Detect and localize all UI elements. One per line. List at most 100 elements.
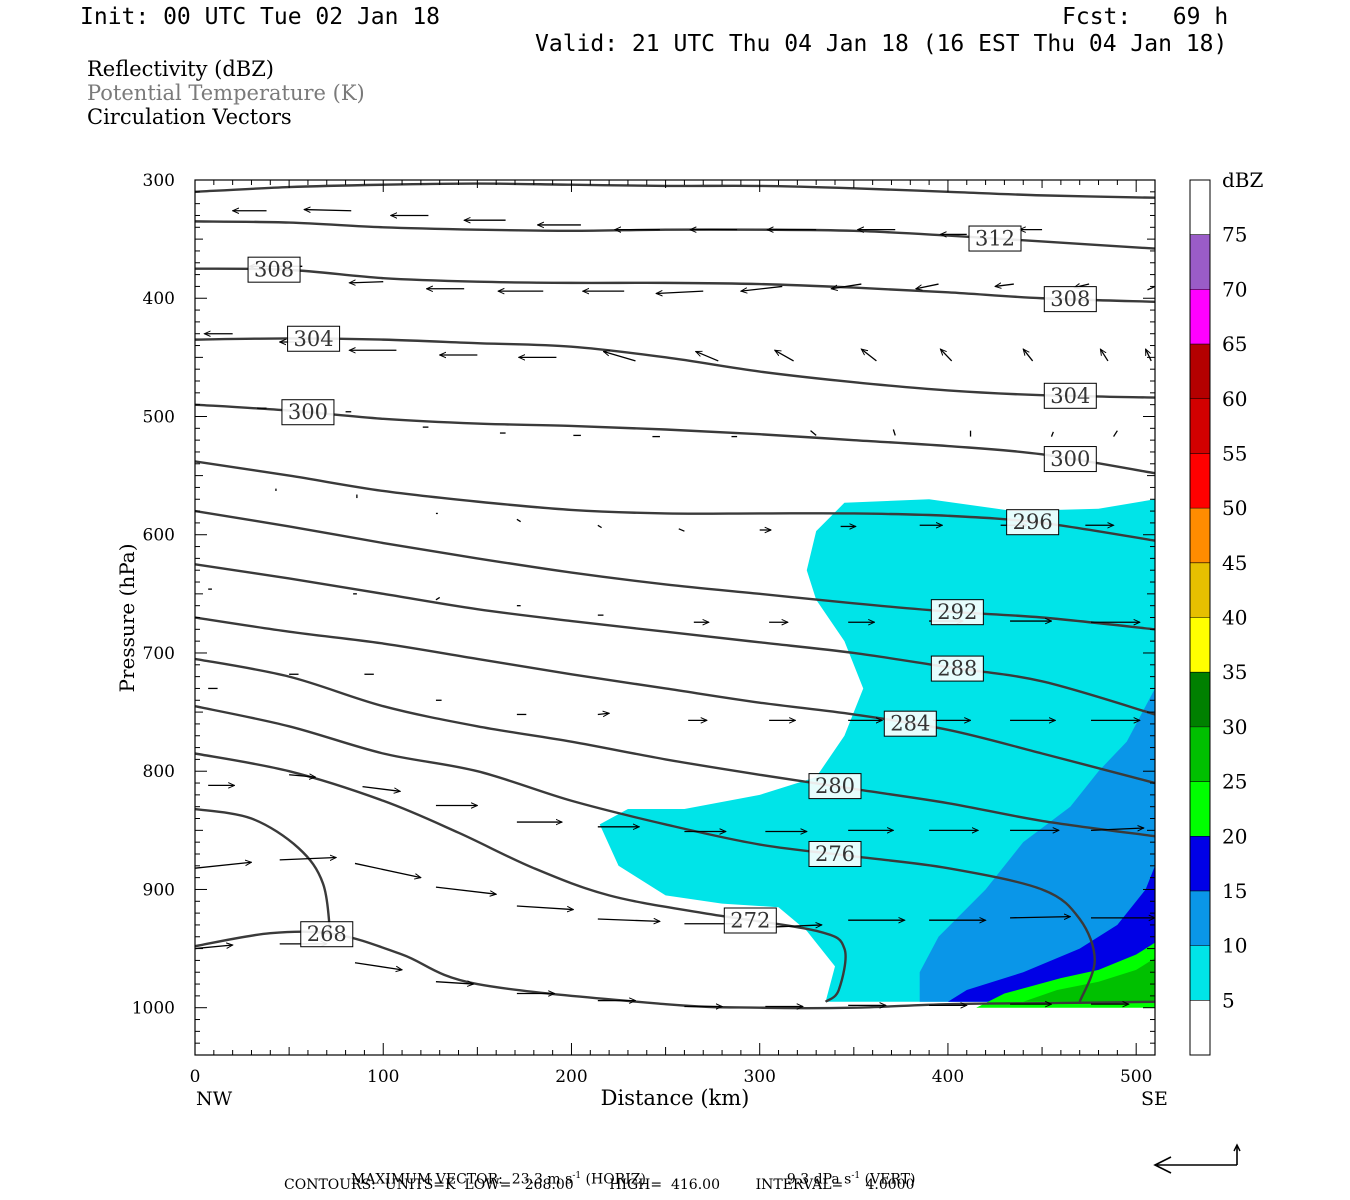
x-tick-label: 400	[932, 1067, 964, 1087]
circulation-vector	[1023, 349, 1034, 362]
contour-label-text: 268	[307, 922, 347, 946]
circulation-vector	[892, 429, 896, 436]
x-axis-title: Distance (km)	[601, 1086, 750, 1110]
colorbar-label: 20	[1222, 824, 1247, 848]
colorbar-label: 25	[1222, 770, 1247, 794]
contour-label-text: 300	[288, 400, 328, 424]
circulation-vector	[354, 962, 402, 970]
circulation-vector	[696, 351, 719, 362]
circulation-vector	[861, 349, 877, 362]
contour-label-text: 272	[730, 908, 770, 932]
init-time: Init: 00 UTC Tue 02 Jan 18	[80, 4, 441, 30]
contour-label-300: 300	[281, 399, 335, 426]
contour-label-box	[1043, 286, 1097, 313]
colorbar-label: 55	[1222, 441, 1247, 465]
contour-label-text: 304	[294, 327, 334, 351]
colorbar-label: 50	[1222, 496, 1247, 520]
contour-label-304: 304	[287, 325, 341, 352]
contour-label-box	[808, 840, 862, 867]
circulation-vector	[1010, 917, 1070, 918]
contour-label-box	[1006, 509, 1060, 536]
circulation-vector	[603, 351, 636, 362]
footer-max-vector-vert: 9.3 dPa s-1 (VERT)	[778, 1158, 916, 1188]
contour-label-308-1: 308	[1043, 286, 1097, 313]
contour-label-268: 268	[300, 921, 354, 948]
y-tick-label: 600	[143, 526, 175, 546]
theta-contour-304	[195, 337, 1155, 399]
circulation-vector	[678, 528, 685, 532]
colorbar-swatch	[1190, 344, 1210, 399]
colorbar-label: 70	[1222, 277, 1247, 301]
colorbar-swatch	[1190, 398, 1210, 454]
circulation-vector	[597, 919, 660, 921]
cross-section-chart: 2682722762802842882922963003003043043083…	[115, 168, 1264, 1110]
valid-time: Valid: 21 UTC Thu 04 Jan 18 (16 EST Thu …	[535, 31, 1228, 57]
contour-label-304-1: 304	[1043, 382, 1097, 409]
colorbar-label: 15	[1222, 879, 1247, 903]
theta-contour-segment-1	[195, 807, 332, 937]
theta-contour-296	[195, 460, 1155, 542]
colorbar-label: 60	[1222, 387, 1247, 411]
colorbar-swatch	[1190, 453, 1210, 509]
x-tick-label: 200	[555, 1067, 587, 1087]
contour-label-text: 288	[937, 657, 977, 681]
y-tick-label: 900	[143, 880, 175, 900]
reference-vector	[1153, 1143, 1241, 1174]
colorbar-label: 5	[1222, 988, 1235, 1012]
contour-label-text: 300	[1050, 447, 1090, 471]
contour-label-box	[287, 325, 341, 352]
colorbar-swatch	[1190, 781, 1210, 837]
colorbar-unit: dBZ	[1222, 168, 1264, 192]
colorbar-label: 45	[1222, 551, 1247, 575]
legend-theta: Potential Temperature (K)	[87, 81, 365, 105]
circulation-vector	[741, 285, 783, 291]
contour-label-box	[883, 710, 937, 737]
colorbar-label: 40	[1222, 606, 1247, 630]
colorbar-swatch	[1190, 289, 1210, 345]
colorbar-swatch	[1190, 672, 1210, 727]
y-tick-label: 1000	[132, 999, 175, 1019]
contour-label-box	[930, 599, 984, 626]
contour-label-text: 312	[975, 227, 1015, 251]
contour-label-text: 308	[1050, 287, 1090, 311]
theta-contour-segment-13	[195, 182, 1155, 199]
circulation-vector	[940, 349, 953, 362]
footer-max-vector: MAXIMUM VECTOR: 23.3 m s-1 (HORIZ)	[342, 1158, 646, 1187]
colorbar-swatch	[1190, 234, 1210, 290]
circulation-vector	[1050, 431, 1054, 437]
reflectivity-region-25dbz	[1023, 958, 1155, 1002]
circulation-vector	[995, 284, 1014, 286]
colorbar-label: 75	[1222, 223, 1247, 247]
circulation-vector	[435, 596, 441, 601]
max-vector-horiz: MAXIMUM VECTOR: 23.3 m s	[350, 1171, 573, 1188]
max-vector-vert: 9.3 dPa s	[786, 1171, 852, 1188]
max-vector-vert-exp: -1	[851, 1171, 861, 1181]
legend-vectors: Circulation Vectors	[87, 105, 292, 129]
contour-label-296: 296	[1006, 509, 1060, 536]
circulation-vector	[304, 210, 352, 211]
theta-contour-272	[195, 752, 847, 1003]
contour-label-box	[247, 256, 301, 283]
colorbar-swatch	[1190, 836, 1210, 891]
contour-label-text: 276	[815, 842, 855, 866]
circulation-vector	[1145, 349, 1152, 362]
contour-label-box	[1043, 446, 1097, 473]
contour-label-box	[281, 399, 335, 426]
colorbar-label: 30	[1222, 715, 1247, 739]
theta-contour-276	[195, 705, 1096, 1003]
contour-label-288: 288	[930, 655, 984, 682]
colorbar-swatch	[1190, 562, 1210, 618]
contour-label-300-1: 300	[1043, 446, 1097, 473]
theta-contour-280	[195, 657, 1155, 838]
x-tick-label: 100	[367, 1067, 399, 1087]
contour-label-284: 284	[883, 710, 937, 737]
contour-label-text: 304	[1050, 384, 1090, 408]
y-tick-label: 300	[143, 171, 175, 191]
colorbar-swatch	[1190, 180, 1210, 235]
theta-contour-308	[195, 267, 1155, 303]
legend-reflectivity: Reflectivity (dBZ)	[87, 57, 275, 81]
circulation-vector	[279, 858, 336, 860]
circulation-vector	[775, 350, 794, 362]
circulation-vector	[1147, 285, 1155, 291]
circulation-vector	[195, 945, 233, 950]
